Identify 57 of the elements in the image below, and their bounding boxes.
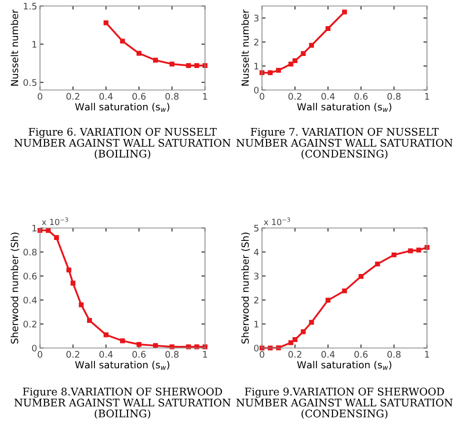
y-tick-label: 3 (254, 14, 258, 22)
x-tick-label: 0.4 (321, 92, 335, 100)
x-tick-label: 0.6 (132, 92, 146, 100)
x-axis-title: Wall saturation (s$_{w}$) (75, 360, 170, 370)
x-tick-label: 1 (203, 351, 208, 358)
y-tick-label: 4 (254, 248, 259, 256)
y-axis-title: Sherwood number (Sh) (241, 232, 250, 344)
x-tick-label: 0.8 (387, 92, 401, 100)
x-axis-title: Wall saturation (s$_{w}$) (297, 102, 392, 112)
x-tick-label: 0.4 (321, 350, 335, 358)
x-tick-label: 0 (38, 92, 42, 100)
x-tick-label: 0.2 (66, 92, 80, 100)
y-tick-label: 0 (254, 86, 259, 94)
x-tick-label: 0.4 (99, 92, 113, 100)
x-tick-label: 0 (260, 92, 264, 100)
text: x 10$^{−3}$ (264, 217, 290, 226)
y-tick-label: 1 (254, 62, 258, 70)
x-tick-label: 0.8 (165, 350, 179, 358)
x-tick-label: 0.8 (387, 350, 401, 358)
caption: Figure 8.VARIATION OF SHERWOOD NUMBER AGAINST WALL SATURATION (BOILING) (14, 388, 231, 419)
x-tick-label: 0.6 (354, 350, 368, 358)
y-axis-title: Nusselt number (241, 9, 249, 86)
y-axis-title: Sherwood number (Sh) (10, 232, 20, 344)
y-tick-label: 2 (254, 38, 258, 46)
y-tick-label: 5 (254, 224, 258, 232)
x-tick-label: 1 (203, 93, 208, 100)
x-tick-label: 0.4 (99, 350, 113, 358)
x-tick-label: 1 (425, 93, 430, 100)
x-tick-label: 0.2 (288, 92, 302, 100)
caption: Figure 6. VARIATION OF NUSSELT NUMBER AGAINST WALL SATURATION (BOILING) (14, 128, 231, 160)
y-tick-label: 0 (254, 344, 259, 352)
caption: Figure 9.VARIATION OF SHERWOOD NUMBER AGAINST WALL SATURATION (CONDENSING) (236, 388, 453, 419)
x-tick-label: 0 (260, 350, 264, 358)
y-tick-label: 0.8 (23, 248, 37, 256)
y-tick-label: 2 (254, 296, 258, 304)
x-tick-label: 0 (38, 350, 42, 358)
x-tick-label: 0.6 (132, 350, 146, 358)
x-tick-label: 0.2 (288, 350, 302, 358)
y-tick-label: 0.4 (23, 296, 37, 304)
y-axis-title: Nusselt number (10, 9, 18, 86)
y-tick-label: 1.5 (24, 2, 36, 10)
y-tick-label: 0.6 (23, 272, 37, 280)
y-tick-label: 0 (32, 344, 37, 352)
y-tick-label: 1 (32, 224, 36, 232)
y-tick-label: 3 (254, 272, 258, 280)
x-tick-label: 1 (425, 351, 430, 358)
x-tick-label: 0.2 (66, 350, 80, 358)
y-tick-label: 1 (32, 41, 36, 48)
x-tick-label: 0.6 (354, 92, 368, 100)
y-tick-label: 0.5 (23, 79, 36, 86)
y-tick-label: 1 (254, 320, 258, 328)
y-tick-label: 0.2 (23, 320, 36, 328)
text: x 10$^{−3}$ (42, 217, 68, 226)
x-axis-title: Wall saturation (s$_{w}$) (75, 102, 170, 112)
caption: Figure 7. VARIATION OF NUSSELT NUMBER AGAINST WALL SATURATION (CONDENSING) (236, 128, 453, 160)
x-axis-title: Wall saturation (s$_{w}$) (297, 360, 392, 370)
x-tick-label: 0.8 (165, 92, 179, 100)
